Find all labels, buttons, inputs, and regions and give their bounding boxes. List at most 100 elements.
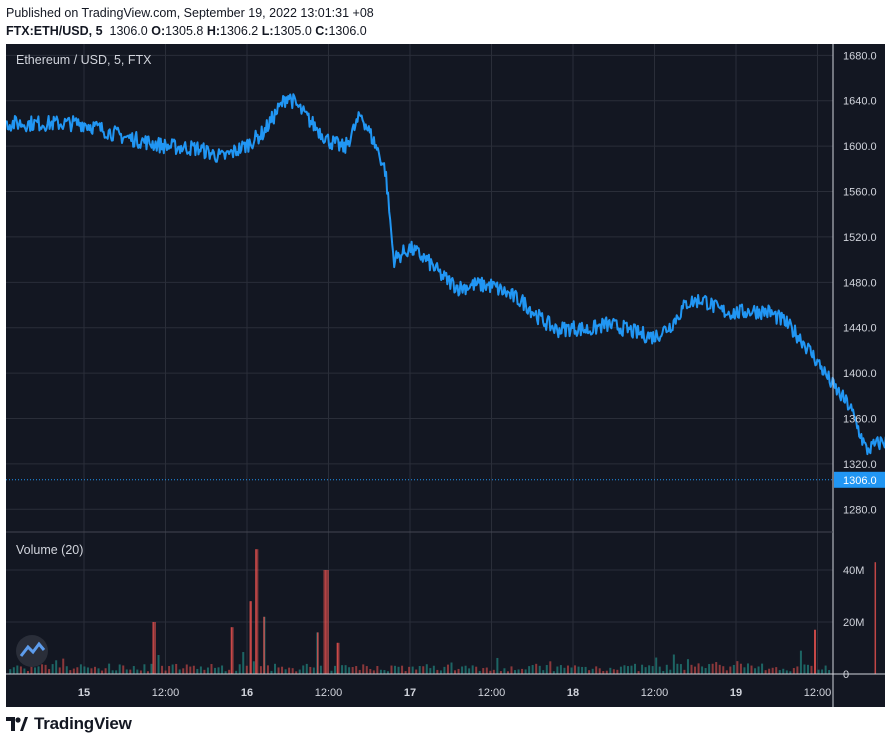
volume-bar	[178, 669, 181, 674]
volume-bar	[309, 666, 312, 674]
volume-bar	[319, 665, 322, 674]
volume-bar	[171, 664, 174, 674]
volume-bar	[528, 666, 531, 674]
volume-bar	[221, 665, 224, 674]
volume-bar	[65, 666, 68, 674]
volume-bar	[189, 666, 192, 674]
volume-bar	[259, 666, 262, 674]
volume-bar	[630, 665, 633, 674]
volume-bar	[210, 664, 213, 674]
volume-bar	[242, 652, 245, 674]
volume-bar	[471, 665, 474, 674]
volume-bar	[305, 663, 308, 674]
published-line: Published on TradingView.com, September …	[6, 6, 374, 20]
volume-bar	[697, 663, 700, 674]
volume-spike	[325, 570, 327, 674]
volume-spike	[814, 629, 816, 674]
volume-bar	[757, 666, 760, 674]
volume-bar	[538, 665, 541, 674]
volume-bar	[552, 671, 555, 674]
volume-bar	[570, 667, 573, 674]
low-value: 1305.0	[273, 24, 312, 38]
volume-bar	[574, 665, 577, 674]
volume-bar	[517, 669, 520, 674]
volume-bar	[690, 664, 693, 674]
volume-bar	[238, 664, 241, 674]
volume-bar	[164, 670, 167, 674]
volume-spike	[263, 616, 265, 674]
volume-bar	[821, 669, 824, 674]
volume-bar	[746, 663, 749, 674]
volume-bar	[619, 666, 622, 674]
volume-bar	[623, 665, 626, 674]
volume-spike	[336, 642, 339, 674]
volume-bar	[605, 670, 608, 674]
volume-bar	[612, 669, 615, 674]
volume-bar	[577, 666, 580, 674]
volume-bar	[535, 663, 538, 674]
y-tick-label: 1680.0	[843, 50, 877, 62]
volume-bar	[41, 664, 44, 674]
volume-bar	[669, 669, 672, 674]
volume-bar	[334, 665, 337, 674]
volume-tick-label: 40M	[843, 565, 864, 577]
volume-bar	[37, 666, 40, 674]
volume-bar	[761, 663, 764, 674]
volume-bar	[506, 671, 509, 674]
volume-bar	[503, 668, 506, 674]
volume-bar	[584, 666, 587, 674]
volume-bar	[97, 668, 100, 674]
volume-bar	[521, 668, 524, 674]
volume-bar	[185, 664, 188, 674]
volume-bar	[161, 665, 164, 674]
volume-bar	[182, 668, 185, 674]
x-tick-label: 18	[567, 687, 579, 699]
volume-bar	[475, 666, 478, 674]
volume-bar	[679, 664, 682, 674]
volume-bar	[694, 666, 697, 674]
volume-bar	[806, 664, 809, 674]
volume-bar	[648, 665, 651, 674]
volume-bar	[355, 666, 358, 674]
volume-bar	[344, 665, 347, 674]
volume-bar	[386, 671, 389, 674]
open-value: 1305.8	[165, 24, 204, 38]
chart-frame[interactable]: 1306.0 1680.0 1640.0 1600.0 1560.0 1520.0 148…	[6, 44, 885, 707]
volume-bar	[93, 666, 96, 674]
volume-bar	[750, 665, 753, 674]
x-tick-label: 19	[730, 687, 742, 699]
volume-bar	[394, 665, 397, 674]
volume-bar	[175, 663, 178, 674]
volume-bar	[19, 666, 22, 674]
volume-spike	[230, 627, 233, 674]
volume-bar	[828, 669, 831, 674]
volume-bar	[492, 669, 495, 674]
volume-bar	[461, 666, 464, 674]
x-tick-label: 16	[241, 687, 253, 699]
volume-bar	[132, 666, 135, 674]
tradingview-watermark-icon	[16, 635, 48, 667]
volume-bar	[26, 670, 29, 674]
x-tick-label: 12:00	[804, 687, 832, 699]
volume-bar	[401, 665, 404, 674]
volume-bar	[150, 663, 153, 674]
volume-bar	[704, 668, 707, 674]
tradingview-logo-icon[interactable]	[6, 717, 28, 731]
high-label: H:	[206, 24, 221, 38]
volume-bar	[291, 668, 294, 674]
volume-bar	[33, 667, 36, 674]
y-tick-label: 1400.0	[843, 368, 877, 380]
volume-bar	[609, 667, 612, 674]
volume-bar	[485, 667, 488, 674]
volume-bar	[90, 668, 93, 674]
volume-bar	[16, 665, 19, 674]
brand-name[interactable]: TradingView	[34, 714, 132, 733]
volume-bar	[217, 667, 220, 674]
volume-bar	[76, 667, 79, 674]
price-chart[interactable]: 1306.0 1680.0 1640.0 1600.0 1560.0 1520.0 148…	[6, 44, 885, 707]
volume-bar	[743, 667, 746, 674]
volume-bar	[51, 664, 54, 674]
volume-bar	[192, 665, 195, 674]
volume-bar	[104, 668, 107, 674]
volume-bar	[736, 661, 739, 674]
